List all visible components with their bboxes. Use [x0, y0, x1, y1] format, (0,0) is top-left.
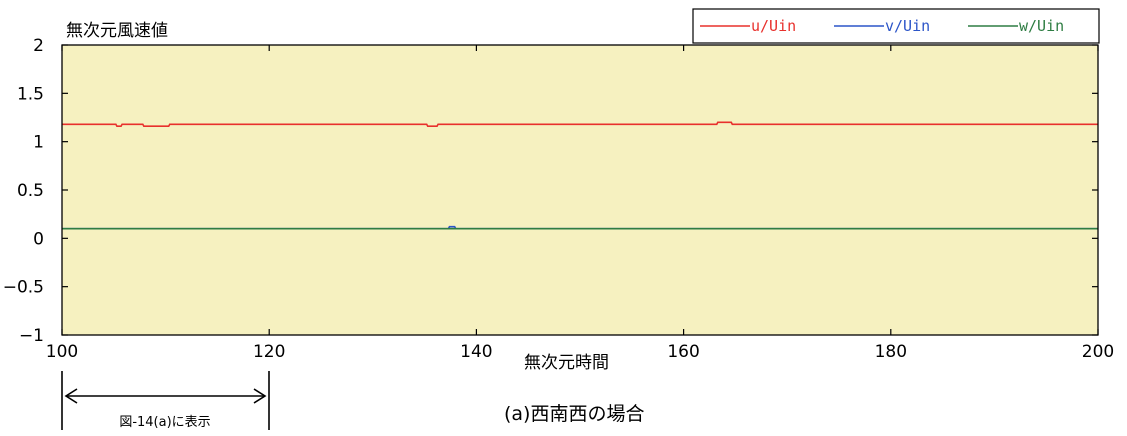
- y-tick-label: 0: [33, 229, 44, 249]
- plot-area: [62, 45, 1098, 335]
- legend: u/Uin v/Uin w/Uin: [692, 8, 1100, 44]
- x-tick-label: 100: [46, 342, 78, 362]
- series-lines: [62, 121, 1098, 230]
- y-tick-label: −1: [19, 326, 44, 346]
- y-tick-label: 2: [33, 36, 44, 56]
- x-tick-label: 120: [253, 342, 285, 362]
- y-tick-label: −0.5: [3, 278, 44, 298]
- x-tick-label: 200: [1082, 342, 1114, 362]
- range-arrow-right-head: [253, 388, 267, 404]
- tick-labels: 100 120 140 160 180 200 −1 −0.5 0 0.5 1 1.5 2: [3, 36, 1115, 362]
- chart-caption: (a)西南西の場合: [504, 403, 644, 425]
- x-tick-label: 160: [667, 342, 699, 362]
- y-tick-label: 0.5: [17, 181, 44, 201]
- range-annotation: 図-14(a)に表示: [61, 371, 270, 430]
- x-tick-label: 140: [460, 342, 492, 362]
- x-axis-label: 無次元時間: [524, 353, 609, 373]
- legend-label: w/Uin: [1019, 17, 1064, 35]
- range-arrow-left-head: [64, 388, 78, 404]
- y-tick-label: 1: [33, 133, 44, 153]
- plot-frame: [61, 44, 1099, 336]
- series-line-u-uin: [62, 121, 1098, 127]
- x-tick-label: 180: [875, 342, 907, 362]
- y-axis-label: 無次元風速値: [66, 21, 168, 41]
- legend-label: v/Uin: [885, 17, 930, 35]
- legend-label: u/Uin: [751, 17, 796, 35]
- y-tick-label: 1.5: [17, 84, 44, 104]
- legend-box: [692, 8, 1100, 44]
- legend-items: u/Uin v/Uin w/Uin: [700, 17, 1064, 35]
- range-annotation-label: 図-14(a)に表示: [119, 415, 210, 430]
